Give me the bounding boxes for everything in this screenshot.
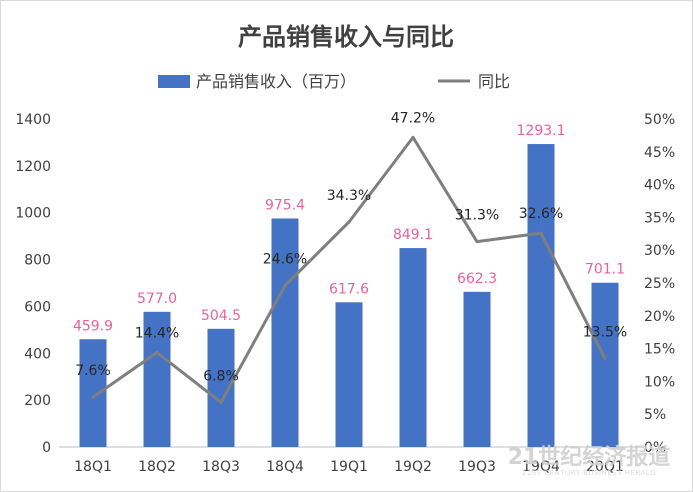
chart-title: 产品销售收入与同比 xyxy=(238,23,454,51)
bar xyxy=(591,282,619,447)
right-tick-label: 10% xyxy=(644,374,675,390)
bar-value-label: 701.1 xyxy=(585,262,625,278)
x-tick-label: 19Q3 xyxy=(458,459,496,475)
bar-value-label: 577.0 xyxy=(137,291,177,307)
line-point xyxy=(411,135,415,139)
line-value-label: 32.6% xyxy=(519,206,563,222)
bar xyxy=(463,291,491,447)
right-tick-label: 30% xyxy=(644,243,675,259)
watermark-chinese: 21世纪经济报道 xyxy=(508,444,671,470)
right-tick-label: 40% xyxy=(644,178,675,194)
line-point xyxy=(283,284,287,288)
line-value-label: 24.6% xyxy=(263,252,307,268)
bar xyxy=(399,248,427,447)
right-tick-label: 50% xyxy=(644,112,675,128)
bar-value-label: 1293.1 xyxy=(517,123,566,139)
left-tick-label: 200 xyxy=(24,393,51,409)
right-tick-label: 35% xyxy=(644,210,675,226)
x-tick-label: 18Q3 xyxy=(202,459,240,475)
line-value-label: 13.5% xyxy=(583,324,627,340)
x-tick-label: 19Q4 xyxy=(522,459,560,475)
right-axis: 0% 5% 10% 15% 20% 25% 30% 35% 40% 45% 50% xyxy=(644,112,675,456)
line-point xyxy=(539,231,543,235)
bar xyxy=(143,311,171,447)
line-point xyxy=(91,395,95,399)
watermark-english: 21ST CENTURY BUSINESS HERALD xyxy=(522,469,656,477)
line-point xyxy=(219,400,223,404)
bar-value-label: 662.3 xyxy=(457,271,497,287)
line-series xyxy=(91,135,607,404)
right-tick-label: 5% xyxy=(644,407,666,423)
left-tick-label: 1000 xyxy=(15,206,51,222)
bar xyxy=(271,218,299,447)
x-tick-label: 19Q1 xyxy=(330,459,368,475)
bar-data-labels: 459.9 577.0 504.5 975.4 617.6 849.1 662.3 1293.… xyxy=(73,123,625,334)
bar-value-label: 504.5 xyxy=(201,308,241,324)
line-value-label: 7.6% xyxy=(75,363,111,379)
watermark: 21世纪经济报道 21ST CENTURY BUSINESS HERALD xyxy=(508,444,671,477)
bar-series xyxy=(79,144,619,447)
right-tick-label: 0% xyxy=(644,440,666,456)
right-tick-label: 45% xyxy=(644,145,675,161)
bar-value-label: 975.4 xyxy=(265,197,305,213)
legend: 产品销售收入（百万） 同比 xyxy=(158,72,510,91)
x-tick-label: 18Q1 xyxy=(74,459,112,475)
legend-line-label: 同比 xyxy=(478,72,510,91)
bar xyxy=(79,339,107,447)
left-tick-label: 1200 xyxy=(15,159,51,175)
x-tick-label: 18Q2 xyxy=(138,459,176,475)
left-tick-label: 1400 xyxy=(15,112,51,128)
line-value-label: 14.4% xyxy=(135,326,179,342)
legend-bar-swatch xyxy=(158,75,190,88)
left-tick-label: 400 xyxy=(24,346,51,362)
x-tick-label: 19Q2 xyxy=(394,459,432,475)
line-point xyxy=(155,351,159,355)
bar xyxy=(335,302,363,447)
line-value-label: 31.3% xyxy=(455,208,499,224)
x-axis: 18Q1 18Q2 18Q3 18Q4 19Q1 19Q2 19Q3 19Q4 20Q1 xyxy=(74,459,624,475)
legend-bar-label: 产品销售收入（百万） xyxy=(196,72,356,91)
right-tick-label: 25% xyxy=(644,276,675,292)
x-tick-label: 20Q1 xyxy=(586,459,624,475)
right-tick-label: 20% xyxy=(644,309,675,325)
left-tick-label: 600 xyxy=(24,299,51,315)
left-tick-label: 0 xyxy=(42,440,51,456)
bar-value-label: 459.9 xyxy=(73,318,113,334)
left-tick-label: 800 xyxy=(24,253,51,269)
right-tick-label: 15% xyxy=(644,342,675,358)
line-value-label: 34.3% xyxy=(327,188,371,204)
line-point xyxy=(347,220,351,224)
bar xyxy=(527,144,555,447)
line-point xyxy=(603,356,607,360)
line-point xyxy=(475,240,479,244)
left-axis: 0 200 400 600 800 1000 1200 1400 xyxy=(15,112,51,456)
line-data-labels: 7.6% 14.4% 6.8% 24.6% 34.3% 47.2% 31.3% 32.6% 13… xyxy=(75,110,627,384)
x-tick-label: 18Q4 xyxy=(266,459,304,475)
bar-value-label: 849.1 xyxy=(393,227,433,243)
line-value-label: 6.8% xyxy=(203,368,239,384)
line-value-label: 47.2% xyxy=(391,110,435,126)
bar-value-label: 617.6 xyxy=(329,281,369,297)
